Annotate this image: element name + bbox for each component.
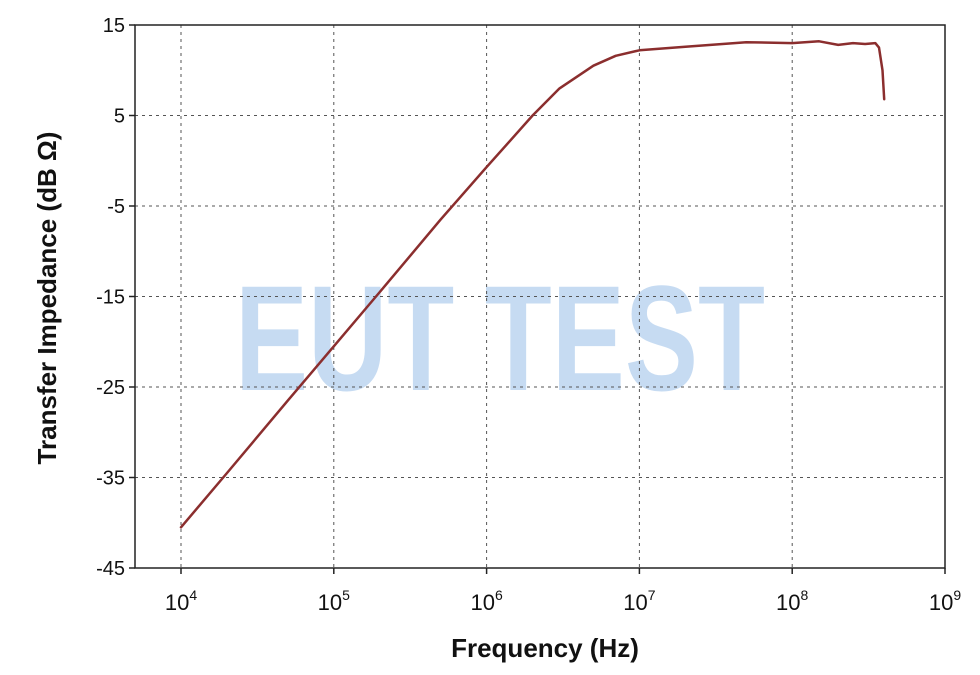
- x-tick-label: 105: [318, 587, 350, 615]
- x-tick-label: 106: [470, 587, 502, 615]
- grid-lines: [135, 25, 945, 568]
- x-tick-label: 104: [165, 587, 197, 615]
- x-tick-label: 109: [929, 587, 961, 615]
- series-layer: [179, 40, 886, 529]
- axis-ticks: 104 105 106 107 108 109 15 5 -5 -15 -25 -35 -45: [96, 15, 961, 615]
- x-axis-title: Frequency (Hz): [451, 633, 639, 663]
- y-tick-label: -35: [96, 468, 125, 490]
- y-tick-label: -15: [96, 287, 125, 309]
- y-tick-label: 5: [114, 106, 125, 128]
- series-line: [179, 40, 886, 529]
- y-tick-label: -45: [96, 558, 125, 580]
- y-tick-label: -25: [96, 377, 125, 399]
- y-tick-label: -5: [107, 196, 125, 218]
- x-tick-label: 108: [776, 587, 808, 615]
- x-tick-label: 107: [623, 587, 655, 615]
- y-axis-title: Transfer Impedance (dB Ω): [32, 132, 62, 465]
- y-tick-label: 15: [103, 15, 125, 37]
- watermark: EUT TEST: [235, 254, 765, 422]
